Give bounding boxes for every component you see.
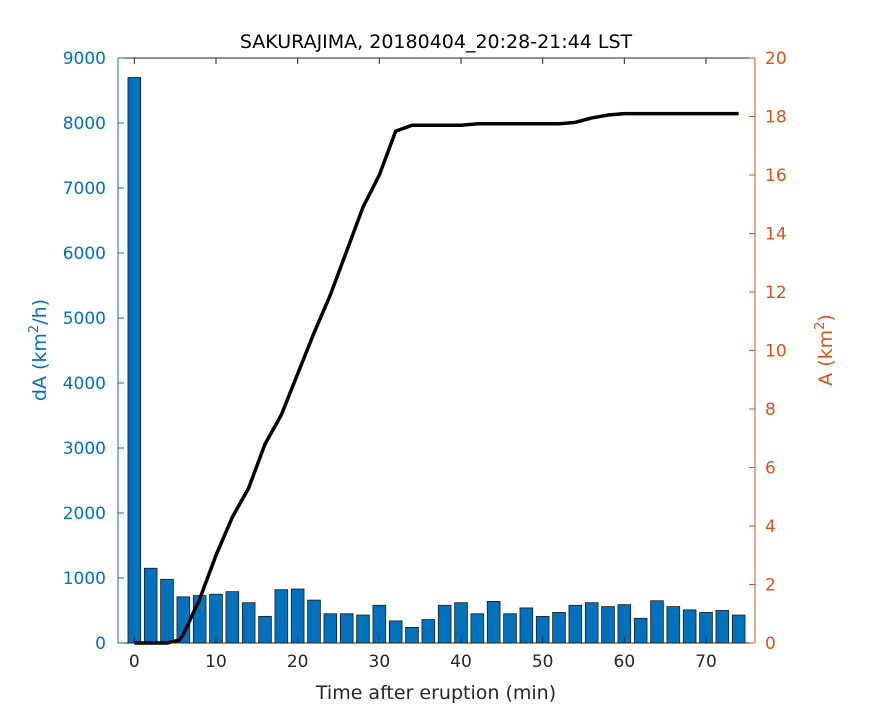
left-y-tick-label: 9000 bbox=[63, 49, 106, 69]
x-tick-label: 40 bbox=[450, 652, 472, 672]
x-ticks: 0 10 20 30 40 50 60 70 bbox=[129, 58, 717, 672]
left-y-axis-label: dA (km2/h) bbox=[27, 299, 51, 401]
bar bbox=[143, 567, 158, 644]
right-y-tick-label: 6 bbox=[765, 459, 776, 479]
left-y-ticks: 0 1000 2000 3000 4000 5000 6000 7000 8000 9000 bbox=[63, 49, 124, 654]
cumulative-area-line bbox=[134, 111, 739, 645]
bar bbox=[682, 609, 697, 644]
bar bbox=[715, 610, 730, 644]
bar bbox=[388, 620, 403, 644]
bar bbox=[127, 77, 142, 644]
left-y-tick-label: 4000 bbox=[63, 374, 106, 394]
left-y-tick-label: 1000 bbox=[63, 569, 106, 589]
bar bbox=[421, 619, 436, 644]
x-tick-label: 30 bbox=[369, 652, 391, 672]
bar bbox=[650, 600, 664, 644]
right-y-axis-label: A (km2) bbox=[813, 314, 837, 386]
x-tick-label: 50 bbox=[532, 652, 554, 672]
bar bbox=[356, 614, 370, 644]
bar bbox=[437, 604, 452, 644]
x-tick-label: 10 bbox=[205, 652, 227, 672]
x-tick-label: 70 bbox=[695, 652, 717, 672]
right-y-tick-label: 2 bbox=[765, 576, 776, 596]
bar bbox=[470, 613, 485, 644]
bar bbox=[454, 602, 468, 644]
right-y-tick-label: 14 bbox=[765, 225, 787, 245]
right-y-tick-label: 20 bbox=[765, 49, 787, 69]
x-tick-label: 0 bbox=[129, 652, 140, 672]
right-y-tick-label: 12 bbox=[765, 283, 787, 303]
right-y-tick-label: 18 bbox=[765, 108, 787, 128]
bar bbox=[339, 613, 354, 644]
bar bbox=[209, 593, 223, 644]
bar bbox=[225, 591, 240, 644]
x-tick-label: 60 bbox=[614, 652, 636, 672]
right-y-tick-label: 10 bbox=[765, 342, 787, 362]
bar bbox=[274, 589, 289, 644]
chart-title: SAKURAJIMA, 20180404_20:28-21:44 LST bbox=[240, 31, 633, 53]
bar bbox=[290, 588, 305, 644]
bar bbox=[584, 602, 599, 644]
bar bbox=[160, 578, 174, 644]
bar bbox=[323, 613, 338, 644]
left-y-tick-label: 2000 bbox=[63, 504, 106, 524]
right-y-tick-label: 16 bbox=[765, 166, 787, 186]
bar bbox=[405, 627, 419, 644]
right-y-ticks: 0 2 4 6 8 10 12 14 16 18 20 bbox=[749, 49, 787, 654]
bar bbox=[601, 606, 615, 644]
left-y-tick-label: 5000 bbox=[63, 309, 106, 329]
right-y-tick-label: 0 bbox=[765, 634, 776, 654]
x-axis-label: Time after eruption (min) bbox=[315, 682, 556, 704]
left-y-tick-label: 3000 bbox=[63, 439, 106, 459]
left-y-tick-label: 6000 bbox=[63, 244, 106, 264]
left-y-tick-label: 0 bbox=[95, 634, 106, 654]
right-y-tick-label: 4 bbox=[765, 517, 776, 537]
left-y-tick-label: 8000 bbox=[63, 114, 106, 134]
bar bbox=[241, 602, 256, 644]
bar bbox=[486, 601, 501, 644]
bar bbox=[519, 607, 534, 644]
bar bbox=[552, 612, 566, 644]
bar bbox=[307, 599, 321, 644]
x-tick-label: 20 bbox=[287, 652, 309, 672]
right-y-tick-label: 8 bbox=[765, 400, 776, 420]
bar bbox=[633, 617, 648, 644]
bar bbox=[666, 606, 681, 644]
bar bbox=[731, 614, 746, 644]
bar bbox=[503, 613, 517, 644]
bar bbox=[258, 615, 272, 644]
left-y-tick-label: 7000 bbox=[63, 179, 106, 199]
bar bbox=[568, 604, 583, 644]
plot-area bbox=[118, 58, 755, 643]
